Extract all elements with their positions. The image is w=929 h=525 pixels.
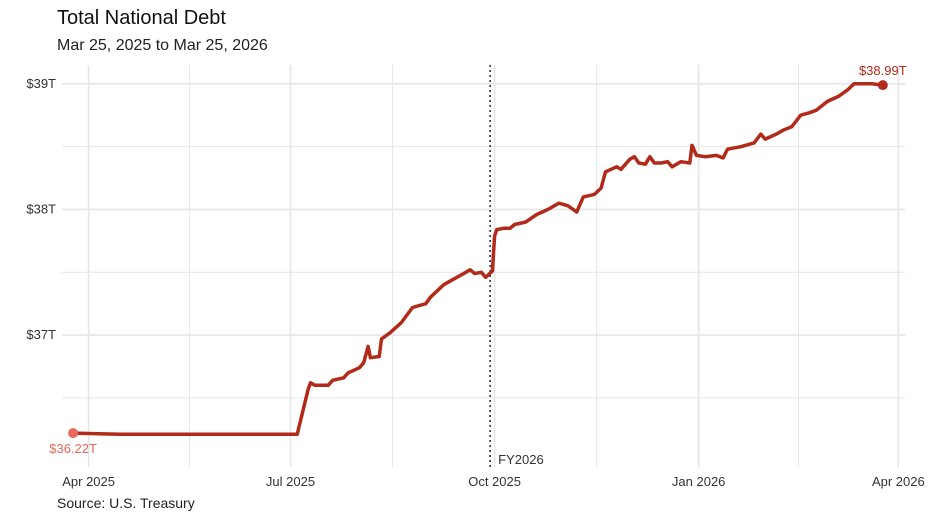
fiscal-year-label: FY2026 [498,452,544,467]
chart-title: Total National Debt [57,7,226,29]
end-point [877,80,888,91]
end-value-label: $38.99T [859,63,907,78]
start-point [68,428,79,439]
chart-caption: Source: U.S. Treasury [57,495,195,511]
x-tick-label: Apr 2026 [872,474,925,489]
y-tick-label: $39T [26,76,56,91]
x-tick-label: Jan 2026 [672,474,726,489]
y-tick-label: $37T [26,327,56,342]
y-tick-label: $38T [26,201,56,216]
debt-series-line [71,82,885,437]
x-tick-label: Jul 2025 [266,474,315,489]
start-value-label: $36.22T [49,441,97,456]
x-tick-label: Apr 2025 [62,474,115,489]
chart-subtitle: Mar 25, 2025 to Mar 25, 2026 [57,37,268,54]
x-tick-label: Oct 2025 [468,474,521,489]
